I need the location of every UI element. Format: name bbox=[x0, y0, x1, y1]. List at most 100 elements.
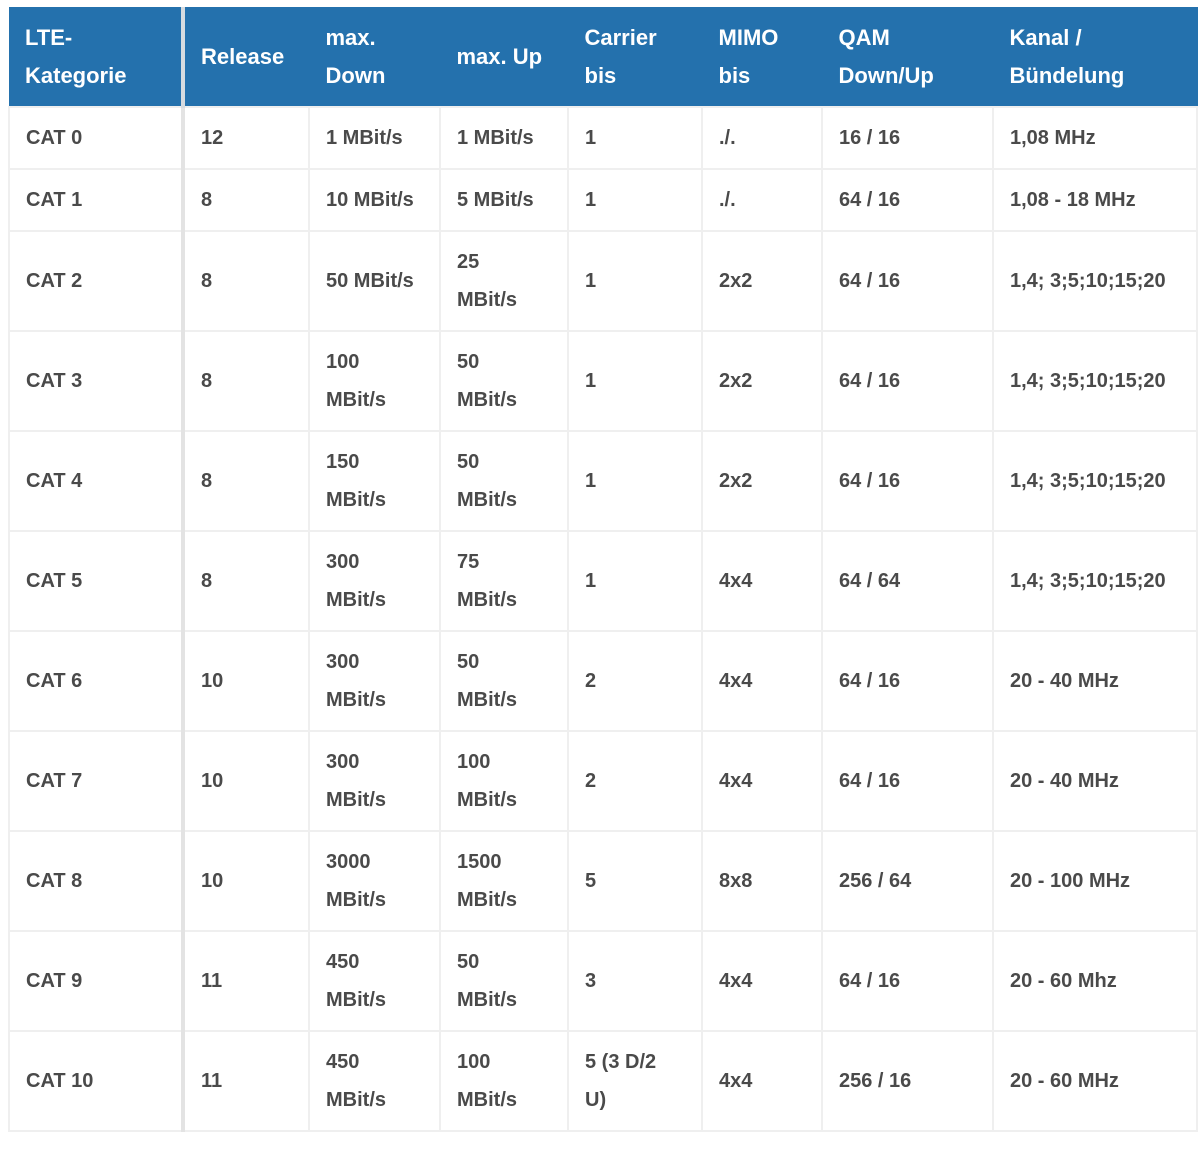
cell-text-line: 1 bbox=[585, 189, 597, 211]
cell-mimo: 2x2 bbox=[701, 230, 823, 332]
cell-mimo: 4x4 bbox=[701, 930, 823, 1032]
cell-text-line: 256 / 16 bbox=[839, 1070, 912, 1092]
cell-text-line: CAT 3 bbox=[26, 370, 83, 392]
cell-text-line: MBit/s bbox=[326, 489, 386, 511]
cell-text-line: MBit/s bbox=[457, 389, 517, 411]
cell-text-line: U) bbox=[585, 1089, 607, 1111]
cell-qam: 16 / 16 bbox=[821, 106, 994, 170]
cell-kanal: 1,08 MHz bbox=[992, 106, 1198, 170]
cell-text-line: MBit/s bbox=[326, 589, 386, 611]
cell-kategorie: CAT 4 bbox=[8, 430, 185, 532]
cell-text-line: 4x4 bbox=[719, 570, 753, 592]
cell-text-line: CAT 10 bbox=[26, 1070, 94, 1092]
cell-text-line: 11 bbox=[201, 970, 223, 992]
cell-carrier: 2 bbox=[567, 630, 703, 732]
table-row: CAT 5 8 300 MBit/s 75 MBit/s 1 4x4 64 / 64 1,4; 3… bbox=[8, 530, 1198, 632]
cell-carrier: 1 bbox=[567, 330, 703, 432]
cell-kategorie: CAT 0 bbox=[8, 106, 185, 170]
header-max-down: max. Down bbox=[309, 7, 441, 107]
cell-kanal: 1,08 - 18 MHz bbox=[992, 168, 1198, 232]
cell-text-line: 10 MBit/s bbox=[326, 189, 414, 211]
cell-qam: 256 / 64 bbox=[821, 830, 994, 932]
cell-text-line: 75 bbox=[457, 551, 480, 573]
cell-qam: 64 / 16 bbox=[821, 430, 994, 532]
table-row: CAT 1 8 10 MBit/s 5 MBit/s 1 ./. 64 / 16 1,08 -… bbox=[8, 168, 1198, 232]
cell-text-line: 3 bbox=[585, 970, 597, 992]
cell-text-line: 64 / 16 bbox=[839, 670, 901, 692]
header-text-line: Down bbox=[325, 62, 386, 88]
cell-text-line: 1 bbox=[585, 270, 597, 292]
cell-text-line: 64 / 16 bbox=[839, 970, 901, 992]
cell-text-line: 256 / 64 bbox=[839, 870, 912, 892]
cell-text-line: 64 / 16 bbox=[839, 470, 901, 492]
cell-kategorie: CAT 9 bbox=[8, 930, 185, 1032]
cell-release: 8 bbox=[182, 330, 310, 432]
cell-text-line: MBit/s bbox=[457, 1089, 517, 1111]
cell-text-line: 1,4; 3;5;10;15;20 bbox=[1010, 370, 1166, 392]
cell-kanal: 1,4; 3;5;10;15;20 bbox=[992, 230, 1198, 332]
cell-mimo: 2x2 bbox=[701, 330, 823, 432]
cell-carrier: 5 bbox=[567, 830, 703, 932]
cell-text-line: 1,4; 3;5;10;15;20 bbox=[1010, 270, 1166, 292]
cell-text-line: 1 bbox=[585, 570, 597, 592]
table-row: CAT 10 11 450 MBit/s 100 MBit/s 5 (3 D/2 U) 4x4 2… bbox=[8, 1030, 1198, 1132]
cell-text-line: 1500 bbox=[457, 851, 502, 873]
header-lte-kategorie: LTE- Kategorie bbox=[9, 7, 185, 107]
cell-mimo: 4x4 bbox=[701, 1030, 823, 1132]
cell-qam: 64 / 64 bbox=[821, 530, 994, 632]
cell-text-line: 4x4 bbox=[719, 770, 753, 792]
header-kanal-buendelung: Kanal / Bündelung bbox=[993, 7, 1198, 107]
cell-kategorie: CAT 2 bbox=[8, 230, 185, 332]
cell-release: 8 bbox=[182, 230, 310, 332]
cell-text-line: 1 MBit/s bbox=[457, 127, 534, 149]
cell-max-down: 10 MBit/s bbox=[308, 168, 441, 232]
cell-kanal: 20 - 60 MHz bbox=[992, 1030, 1198, 1132]
table-row: CAT 7 10 300 MBit/s 100 MBit/s 2 4x4 64 / 16 20 -… bbox=[8, 730, 1198, 832]
header-text-line: Bündelung bbox=[1009, 62, 1125, 88]
cell-text-line: CAT 1 bbox=[26, 189, 83, 211]
cell-kanal: 20 - 100 MHz bbox=[992, 830, 1198, 932]
cell-text-line: 20 - 40 MHz bbox=[1010, 770, 1119, 792]
lte-category-table: LTE- Kategorie Release max. Down max. Up Carri… bbox=[8, 7, 1198, 1132]
cell-text-line: 20 - 40 MHz bbox=[1010, 670, 1119, 692]
table-row: CAT 3 8 100 MBit/s 50 MBit/s 1 2x2 64 / 16 1,4; 3… bbox=[8, 330, 1198, 432]
header-row: LTE- Kategorie Release max. Down max. Up Carri… bbox=[9, 7, 1198, 107]
cell-text-line: 300 bbox=[326, 651, 360, 673]
cell-text-line: MBit/s bbox=[457, 589, 517, 611]
cell-text-line: 100 bbox=[457, 751, 491, 773]
cell-text-line: 8x8 bbox=[719, 870, 753, 892]
cell-text-line: 300 bbox=[326, 551, 360, 573]
cell-text-line: CAT 9 bbox=[26, 970, 83, 992]
cell-text-line: 8 bbox=[201, 189, 213, 211]
cell-text-line: MBit/s bbox=[326, 789, 386, 811]
cell-text-line: 10 bbox=[201, 770, 224, 792]
cell-kategorie: CAT 1 bbox=[8, 168, 185, 232]
cell-text-line: CAT 4 bbox=[26, 470, 83, 492]
cell-text-line: ./. bbox=[719, 127, 736, 149]
cell-max-up: 1 MBit/s bbox=[439, 106, 569, 170]
cell-text-line: CAT 6 bbox=[26, 670, 83, 692]
cell-kategorie: CAT 6 bbox=[8, 630, 185, 732]
cell-text-line: 25 bbox=[457, 251, 480, 273]
header-text-line: Down/Up bbox=[838, 62, 934, 88]
cell-carrier: 1 bbox=[567, 430, 703, 532]
cell-text-line: 2x2 bbox=[719, 270, 753, 292]
cell-text-line: 50 bbox=[457, 451, 480, 473]
table-row: CAT 2 8 50 MBit/s 25 MBit/s 1 2x2 64 / 16 1,4; 3… bbox=[8, 230, 1198, 332]
cell-release: 8 bbox=[182, 430, 310, 532]
cell-max-up: 50 MBit/s bbox=[439, 630, 569, 732]
cell-release: 8 bbox=[182, 168, 310, 232]
cell-max-down: 450 MBit/s bbox=[308, 930, 441, 1032]
cell-text-line: 5 bbox=[585, 870, 597, 892]
table-row: CAT 8 10 3000 MBit/s 1500 MBit/s 5 8x8 256 / 64 2… bbox=[8, 830, 1198, 932]
cell-text-line: 100 bbox=[457, 1051, 491, 1073]
cell-text-line: 4x4 bbox=[719, 970, 753, 992]
cell-max-up: 50 MBit/s bbox=[439, 930, 569, 1032]
cell-text-line: 12 bbox=[201, 127, 224, 149]
cell-text-line: 8 bbox=[201, 570, 213, 592]
table-row: CAT 6 10 300 MBit/s 50 MBit/s 2 4x4 64 / 16 20 - … bbox=[8, 630, 1198, 732]
cell-kategorie: CAT 10 bbox=[8, 1030, 185, 1132]
cell-text-line: 1 bbox=[585, 370, 597, 392]
cell-text-line: 100 bbox=[326, 351, 360, 373]
header-text-line: Kanal / bbox=[1009, 24, 1082, 50]
